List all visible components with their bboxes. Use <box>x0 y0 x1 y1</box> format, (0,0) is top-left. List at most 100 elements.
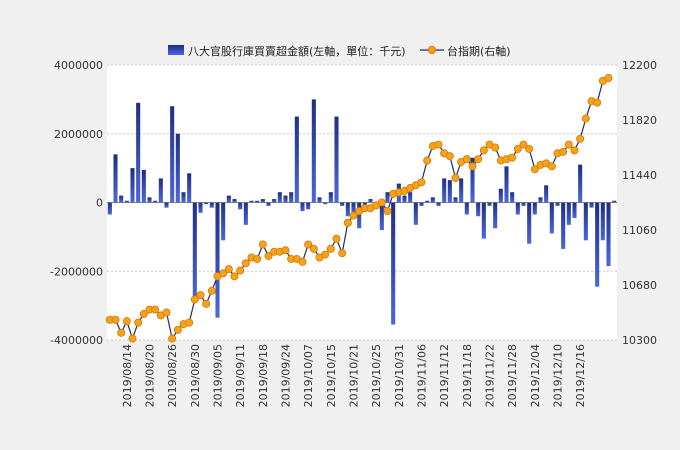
x-tick-label: 2019/11/06 <box>416 344 429 407</box>
line-point <box>513 144 522 153</box>
bar <box>221 202 226 241</box>
line-point <box>134 318 143 327</box>
bar <box>413 202 418 225</box>
y-left-tick-label: 0 <box>96 197 103 210</box>
bar-series <box>107 99 617 325</box>
bar <box>612 200 617 203</box>
bar <box>425 200 430 203</box>
x-tick-label: 2019/12/10 <box>552 344 565 407</box>
bar <box>317 197 322 203</box>
bar <box>204 202 209 205</box>
bar <box>453 197 458 203</box>
x-tick-label: 2019/10/15 <box>325 344 338 407</box>
bar <box>272 199 277 203</box>
x-tick-label: 2019/12/04 <box>529 344 542 407</box>
line-point <box>559 147 568 156</box>
line-point <box>264 252 273 261</box>
line-point <box>281 246 290 255</box>
bar <box>549 202 554 234</box>
y-right-tick-label: 11060 <box>622 224 657 237</box>
y-left-tick-label: 2000000 <box>54 128 103 141</box>
bar <box>515 202 520 215</box>
bar <box>345 202 350 217</box>
bar <box>198 202 203 213</box>
bar <box>385 192 390 203</box>
bar <box>538 197 543 203</box>
line-point <box>519 140 528 149</box>
y-left-tick-label: -2000000 <box>50 265 103 278</box>
bar <box>181 192 186 203</box>
bar <box>113 154 118 203</box>
line-point <box>593 98 602 107</box>
bar <box>215 202 220 318</box>
line-point <box>468 162 477 171</box>
bar <box>311 99 316 203</box>
line-point <box>309 244 318 253</box>
line-point <box>139 309 148 318</box>
line-point <box>207 286 216 295</box>
bar <box>606 202 611 267</box>
legend-bar-label: 八大官股行庫買賣超金額(左軸，單位：千元) <box>188 44 406 58</box>
line-point <box>332 234 341 243</box>
x-tick-label: 2019/09/18 <box>257 344 270 407</box>
line-point <box>377 198 386 207</box>
line-point <box>236 266 245 275</box>
bar <box>289 192 294 203</box>
y-right-tick-label: 11440 <box>622 169 657 182</box>
bar <box>357 202 362 229</box>
line-point <box>117 328 126 337</box>
bar <box>323 202 328 205</box>
bar <box>277 192 282 203</box>
x-tick-label: 2019/11/22 <box>484 344 497 407</box>
bar <box>476 202 481 217</box>
y-left-tick-label: -4000000 <box>50 334 103 347</box>
line-point <box>168 334 177 343</box>
x-tick-label: 2019/09/11 <box>234 344 247 407</box>
bar <box>470 157 475 203</box>
legend: 八大官股行庫買賣超金額(左軸，單位：千元) 台指期(右軸) <box>168 44 511 58</box>
line-point <box>326 244 335 253</box>
bar <box>238 202 243 210</box>
line-point <box>451 173 460 182</box>
bar <box>209 202 214 208</box>
x-tick-label: 2019/10/21 <box>348 344 361 407</box>
bar <box>566 202 571 225</box>
y-right-tick-label: 10300 <box>622 334 657 347</box>
bar <box>164 202 169 208</box>
line-point <box>570 146 579 155</box>
bar <box>419 202 424 206</box>
line-point <box>122 317 131 326</box>
line-point <box>185 318 194 327</box>
line-point <box>196 291 205 300</box>
line-point <box>581 114 590 123</box>
line-point <box>224 265 233 274</box>
bar <box>119 195 124 203</box>
bar <box>436 202 441 206</box>
bar <box>430 197 435 203</box>
line-point <box>202 299 211 308</box>
bar <box>555 202 560 206</box>
bar <box>328 192 333 203</box>
line-series <box>105 74 613 343</box>
line-point <box>298 257 307 266</box>
line-point <box>445 152 454 161</box>
bar <box>260 199 265 203</box>
line-point <box>383 207 392 216</box>
bar <box>136 102 141 203</box>
line-point <box>338 249 347 258</box>
bar <box>481 202 486 239</box>
bar <box>442 178 447 203</box>
bar <box>334 116 339 203</box>
line-point <box>111 315 120 324</box>
x-tick-label: 2019/11/28 <box>506 344 519 407</box>
legend-bar-swatch <box>168 45 184 55</box>
x-tick-label: 2019/08/26 <box>166 344 179 407</box>
line-point <box>491 143 500 152</box>
bar <box>283 195 288 203</box>
bar <box>464 202 469 215</box>
line-point <box>128 334 137 343</box>
x-tick-label: 2019/08/20 <box>144 344 157 407</box>
bar <box>351 202 356 213</box>
x-tick-label: 2019/10/31 <box>393 344 406 407</box>
bar <box>232 199 237 203</box>
